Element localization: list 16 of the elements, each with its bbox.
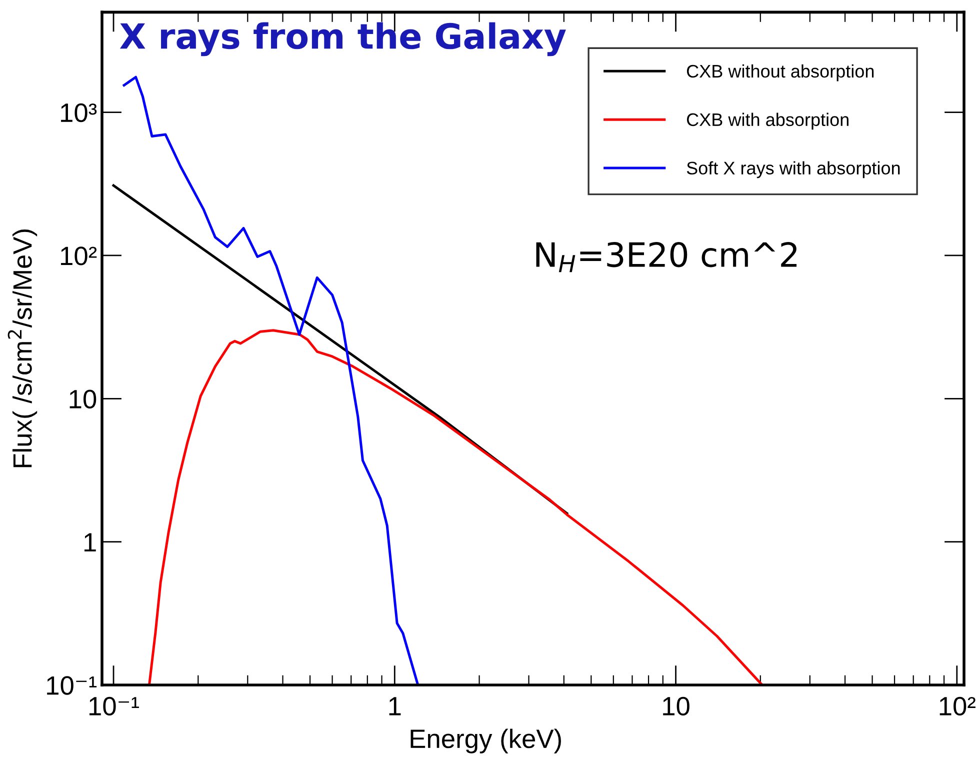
y-tick-label: 10³ [61, 103, 97, 122]
legend-label: Soft X rays with absorption [686, 161, 900, 178]
x-axis-title: Energy (keV) [410, 728, 561, 754]
x-tick-label: 1 [389, 697, 401, 716]
legend-label: CXB without absorption [686, 64, 874, 82]
legend-label: CXB with absorption [686, 112, 848, 130]
x-tick-label: 10² [940, 696, 976, 716]
y-axis-title: Flux( /s/cm$^{2}$/sr/MeV) [8, 230, 38, 468]
y-tick-label: 10² [61, 246, 97, 266]
y-tick-label: 1 [84, 533, 96, 552]
x-tick-label: 10 [663, 696, 690, 716]
annotation: N$_{H}$=3E20 cm^2 [536, 242, 797, 272]
y-tick-label: 10⁻¹ [47, 676, 97, 695]
y-tick-label: 10 [70, 390, 96, 408]
chart-title: X rays from the Galaxy [120, 22, 566, 56]
x-tick-label: 10⁻¹ [90, 696, 139, 716]
